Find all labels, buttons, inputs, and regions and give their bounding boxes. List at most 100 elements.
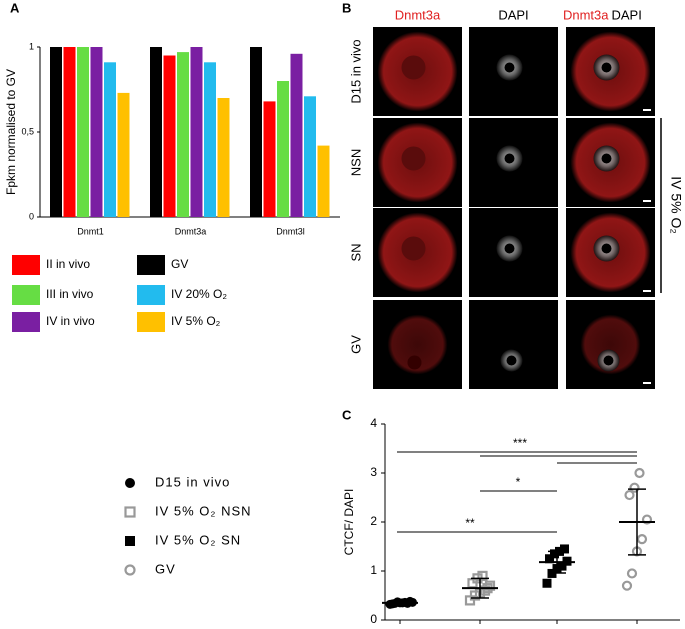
legend-swatch <box>12 312 40 332</box>
significance-label: ** <box>465 516 475 530</box>
panel-label: A <box>10 0 20 15</box>
legend-label: D15 in vivo <box>155 474 230 489</box>
oocyte-signal <box>387 314 448 375</box>
panel-label: B <box>342 0 351 15</box>
row-label: SN <box>348 243 363 261</box>
micrograph <box>373 300 462 389</box>
micrograph <box>469 300 558 389</box>
legend-label: IV 5% O₂ SN <box>155 532 241 547</box>
nucleolus <box>601 153 612 164</box>
nucleolus <box>504 243 515 254</box>
micrograph <box>373 27 462 116</box>
micrograph <box>469 208 558 297</box>
micrograph <box>469 118 558 207</box>
x-tick-label: Dnmt3a <box>175 226 207 236</box>
legend-marker <box>124 564 136 576</box>
legend-swatch <box>137 255 165 275</box>
bar <box>104 62 116 217</box>
data-point <box>636 534 648 545</box>
data-point <box>621 580 633 591</box>
column-header: DAPI <box>612 7 642 22</box>
legend-label: GV <box>155 561 176 576</box>
y-axis-title: CTCF/ DAPI <box>342 489 356 556</box>
bar <box>50 47 62 217</box>
legend-swatch <box>12 285 40 305</box>
bar <box>63 47 76 217</box>
data-point <box>641 514 653 525</box>
bar <box>163 55 176 217</box>
side-label: IV 5% O₂ <box>668 176 684 234</box>
bar <box>317 145 330 217</box>
nucleus <box>407 355 422 370</box>
legend-swatch <box>12 255 40 275</box>
legend-marker <box>124 506 136 518</box>
micrograph <box>373 118 462 207</box>
micrograph <box>566 118 655 207</box>
bar <box>277 81 289 217</box>
y-tick-label: 0,5 <box>21 126 34 136</box>
nucleolus <box>601 243 612 254</box>
y-tick-label: 4 <box>370 416 377 430</box>
row-label: GV <box>348 335 363 354</box>
nucleolus <box>504 62 515 73</box>
nucleus <box>401 236 426 261</box>
image-bg <box>469 300 558 389</box>
legend-marker <box>125 536 135 546</box>
legend-swatch <box>137 312 165 332</box>
x-tick-label: Dnmt1 <box>77 226 104 236</box>
micrograph <box>469 27 558 116</box>
micrograph <box>373 208 462 297</box>
legend-label: III in vivo <box>46 287 94 301</box>
legend-label: GV <box>171 257 188 271</box>
data-point <box>484 580 496 591</box>
significance-label: *** <box>513 436 527 450</box>
bar <box>177 52 189 217</box>
nucleolus <box>601 62 612 73</box>
data-point <box>542 578 552 588</box>
data-point <box>634 467 645 479</box>
legend-label: IV in vivo <box>46 314 95 328</box>
bar <box>204 62 216 217</box>
y-tick-label: 2 <box>370 514 377 528</box>
legend-label: IV 5% O₂ <box>171 314 221 328</box>
oocyte-signal <box>580 314 641 375</box>
column-header: Dnmt3a <box>395 7 441 22</box>
y-tick-label: 1 <box>29 41 34 51</box>
bar <box>150 47 162 217</box>
legend-swatch <box>137 285 165 305</box>
micrograph <box>566 300 655 389</box>
bar <box>190 47 203 217</box>
y-tick-label: 0 <box>370 612 377 626</box>
legend-label: IV 20% O₂ <box>171 287 227 301</box>
bar <box>90 47 103 217</box>
bar <box>263 101 276 217</box>
column-header: DAPI <box>498 7 528 22</box>
bar <box>304 96 316 217</box>
nucleus <box>401 55 426 80</box>
nucleolus <box>603 355 614 366</box>
legend-label: II in vivo <box>46 257 90 271</box>
bar <box>77 47 89 217</box>
y-tick-label: 3 <box>370 465 377 479</box>
data-point <box>626 568 638 579</box>
data-point <box>629 482 640 493</box>
nucleolus <box>504 153 515 164</box>
panel-label: C <box>342 407 352 422</box>
y-axis-title: Fpkm normalised to GV <box>4 69 18 195</box>
nucleolus <box>506 355 517 366</box>
y-tick-label: 1 <box>370 563 377 577</box>
micrograph <box>566 27 655 116</box>
data-point <box>477 570 488 582</box>
x-tick-label: Dnmt3l <box>276 226 305 236</box>
legend-label: IV 5% O₂ NSN <box>155 503 252 518</box>
data-point <box>560 544 569 554</box>
column-header: Dnmt3a <box>563 7 609 22</box>
data-point <box>624 489 635 501</box>
nucleus <box>401 146 426 171</box>
significance-label: * <box>516 475 521 489</box>
bar <box>290 53 303 217</box>
y-tick-label: 0 <box>29 211 34 221</box>
row-label: D15 in vivo <box>348 39 363 103</box>
bar <box>117 92 130 217</box>
